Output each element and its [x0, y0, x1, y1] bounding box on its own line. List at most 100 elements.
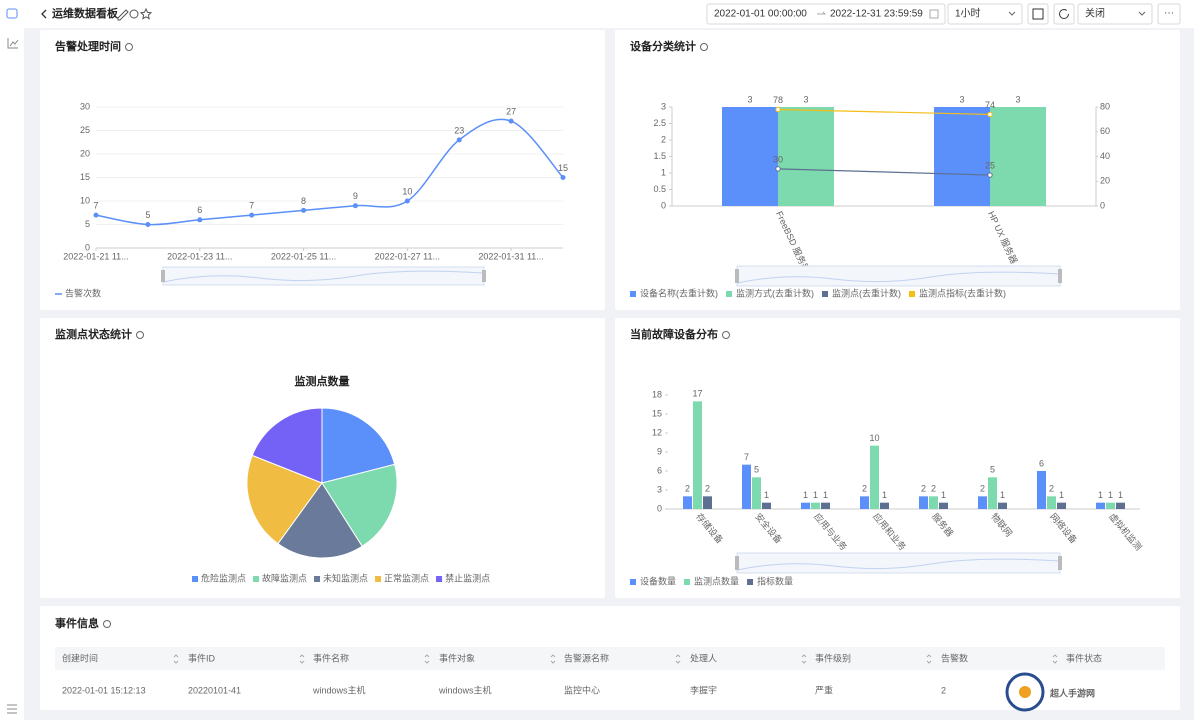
info-icon[interactable] — [700, 43, 708, 51]
nav-chart-icon[interactable] — [7, 38, 19, 49]
zoom-handle[interactable] — [735, 269, 739, 283]
y-tick-label: 60 — [1100, 126, 1110, 136]
data-label: 1 — [1000, 490, 1005, 500]
bar — [1057, 502, 1066, 509]
column-header[interactable]: 事件状态 — [1066, 652, 1102, 663]
legend-label[interactable]: 监测方式(去重计数) — [736, 287, 814, 298]
y-tick-label: 20 — [1100, 176, 1110, 186]
sort-icon[interactable] — [926, 654, 932, 664]
x-tick-label: 2022-01-27 11... — [375, 251, 440, 261]
pie-slice[interactable] — [246, 454, 323, 545]
data-label: 9 — [353, 191, 358, 201]
column-header[interactable]: 告警源名称 — [564, 652, 609, 663]
legend-swatch — [822, 291, 828, 297]
pie-slice[interactable] — [251, 407, 323, 484]
data-label: 7 — [249, 200, 254, 210]
refresh-button[interactable] — [1053, 3, 1075, 25]
legend-label[interactable]: 故障监测点 — [262, 572, 307, 583]
point — [404, 198, 410, 204]
y-tick-label: 3 — [661, 101, 666, 111]
column-header[interactable]: 处理人 — [690, 652, 717, 663]
legend-swatch — [747, 579, 754, 585]
info-icon[interactable] — [722, 331, 730, 339]
sort-icon[interactable] — [550, 654, 556, 664]
dropdown-arrow — [1008, 11, 1016, 16]
y-tick-label: 12 — [652, 427, 662, 437]
more-button[interactable] — [1157, 3, 1181, 25]
column-header[interactable]: 创建时间 — [62, 652, 98, 663]
zoom-handle[interactable] — [735, 556, 739, 570]
y-tick-label: 1.5 — [653, 151, 666, 161]
column-header[interactable]: 事件ID — [188, 652, 216, 663]
point — [775, 166, 781, 172]
legend-label[interactable]: 设备数量 — [640, 575, 676, 586]
legend-label[interactable]: 未知监测点 — [323, 572, 368, 583]
data-label: 17 — [692, 389, 702, 399]
sort-icon[interactable] — [1052, 654, 1058, 664]
legend-label[interactable]: 监测点(去重计数) — [832, 287, 901, 298]
auto-refresh-select[interactable] — [1077, 3, 1153, 25]
zoom-slider[interactable] — [736, 552, 1061, 574]
legend-label[interactable]: 指标数量 — [757, 575, 793, 586]
info-icon[interactable] — [103, 620, 111, 628]
bar — [1047, 496, 1056, 509]
pie-slice[interactable] — [321, 463, 398, 548]
interval-select[interactable] — [947, 3, 1023, 25]
pie-slice[interactable] — [321, 407, 396, 484]
data-label: 25 — [985, 160, 995, 170]
column-header[interactable]: 告警数 — [941, 652, 968, 663]
column-header[interactable]: 事件级别 — [815, 652, 851, 663]
zoom-handle[interactable] — [482, 270, 486, 282]
sort-icon[interactable] — [173, 654, 179, 664]
info-icon[interactable] — [136, 331, 144, 339]
table-cell: windows主机 — [312, 684, 366, 695]
column-header[interactable]: 事件名称 — [313, 652, 349, 663]
data-label: 1 — [1118, 490, 1123, 500]
legend-label[interactable]: 正常监测点 — [384, 572, 429, 583]
page-title: 运维数据看板 — [52, 6, 119, 20]
back-button[interactable] — [41, 9, 47, 19]
panel-title: 事件信息 — [55, 616, 99, 630]
point — [775, 106, 781, 113]
pie-slice[interactable] — [277, 482, 363, 559]
info-icon[interactable] — [125, 43, 133, 51]
date-range-picker[interactable] — [706, 3, 946, 25]
sort-icon[interactable] — [675, 654, 681, 664]
legend-swatch — [253, 576, 260, 582]
column-header[interactable]: 事件对象 — [439, 652, 475, 663]
zoom-slider[interactable] — [736, 265, 1061, 287]
nav-dashboard-icon[interactable] — [6, 8, 18, 19]
bar — [801, 502, 810, 509]
edit-icon[interactable] — [117, 9, 129, 21]
start-date: 2022-01-01 00:00:00 — [714, 9, 807, 20]
bar — [778, 107, 834, 206]
legend-label[interactable]: 监测点指标(去重计数) — [919, 287, 1006, 298]
legend-label[interactable]: 告警次数 — [65, 287, 101, 298]
sort-icon[interactable] — [801, 654, 807, 664]
data-label: 27 — [506, 106, 516, 116]
sort-icon[interactable] — [424, 654, 430, 664]
zoom-handle[interactable] — [161, 270, 165, 282]
y-tick-label: 25 — [80, 125, 90, 135]
save-button[interactable] — [1027, 3, 1049, 25]
info-icon[interactable] — [129, 9, 139, 19]
zoom-handle[interactable] — [1058, 269, 1062, 283]
legend-label[interactable]: 监测点数量 — [694, 575, 739, 586]
y-tick-label: 20 — [80, 148, 90, 158]
zoom-handle[interactable] — [1058, 556, 1062, 570]
data-label: 1 — [813, 490, 818, 500]
sort-icon[interactable] — [299, 654, 305, 664]
y-tick-label: 5 — [85, 219, 90, 229]
nav-menu-icon[interactable] — [7, 704, 17, 714]
bar — [988, 477, 997, 509]
data-label: 1 — [941, 490, 946, 500]
y-tick-label: 2.5 — [653, 118, 666, 128]
legend-label[interactable]: 设备名称(去重计数) — [640, 287, 718, 298]
y-tick-label: 0 — [661, 200, 666, 210]
data-label: 74 — [985, 100, 995, 110]
data-label: 3 — [1015, 94, 1020, 104]
legend-label[interactable]: 禁止监测点 — [445, 572, 490, 583]
legend-label[interactable]: 危险监测点 — [201, 572, 246, 583]
panel — [40, 30, 605, 310]
favorite-icon[interactable] — [139, 7, 153, 20]
